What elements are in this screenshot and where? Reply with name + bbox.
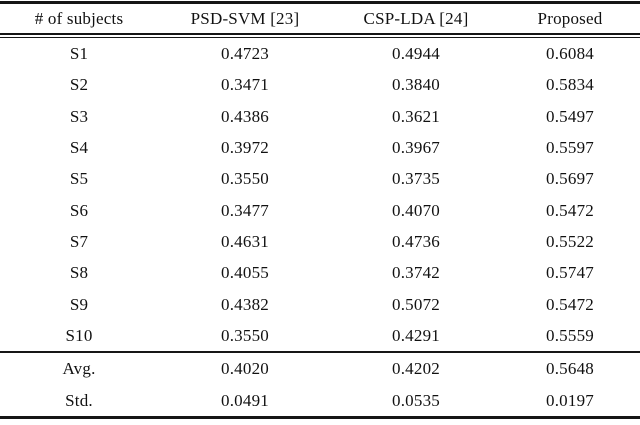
value-cell: 0.4020 bbox=[221, 359, 269, 379]
value-cell: 0.3477 bbox=[221, 200, 269, 220]
value-cell: 0.4382 bbox=[221, 294, 269, 314]
table-top-rule bbox=[0, 1, 640, 4]
value-cell: 0.5697 bbox=[546, 169, 594, 189]
subject-label: S8 bbox=[69, 263, 89, 283]
value-cell: 0.5834 bbox=[546, 75, 594, 95]
column-header-subjects: # of subjects bbox=[34, 8, 124, 28]
table-row-s8: S8 0.4055 0.3742 0.5747 bbox=[0, 257, 640, 288]
value-cell: 0.5597 bbox=[546, 138, 594, 158]
value-cell: 0.5648 bbox=[546, 359, 594, 379]
table-header-row: # of subjects PSD-SVM [23] CSP-LDA [24] … bbox=[0, 4, 640, 34]
column-header-psd-svm: PSD-SVM [23] bbox=[190, 8, 300, 28]
value-cell: 0.3621 bbox=[392, 106, 440, 126]
table-header-double-rule bbox=[0, 33, 640, 38]
value-cell: 0.4055 bbox=[221, 263, 269, 283]
table-row-s1: S1 0.4723 0.4944 0.6084 bbox=[0, 38, 640, 69]
table-summary-rule bbox=[0, 350, 640, 353]
table-row-s10: S10 0.3550 0.4291 0.5559 bbox=[0, 320, 640, 351]
value-cell: 0.5472 bbox=[546, 294, 594, 314]
table-bottom-rule bbox=[0, 415, 640, 419]
value-cell: 0.3967 bbox=[392, 138, 440, 158]
table-row-s9: S9 0.4382 0.5072 0.5472 bbox=[0, 288, 640, 319]
summary-label: Std. bbox=[65, 390, 93, 410]
value-cell: 0.3840 bbox=[392, 75, 440, 95]
value-cell: 0.4386 bbox=[221, 106, 269, 126]
summary-label: Avg. bbox=[62, 359, 96, 379]
value-cell: 0.4202 bbox=[392, 359, 440, 379]
table-row-s7: S7 0.4631 0.4736 0.5522 bbox=[0, 226, 640, 257]
value-cell: 0.3972 bbox=[221, 138, 269, 158]
value-cell: 0.3550 bbox=[221, 325, 269, 345]
table-row-s2: S2 0.3471 0.3840 0.5834 bbox=[0, 69, 640, 100]
table-row-avg: Avg. 0.4020 0.4202 0.5648 bbox=[0, 353, 640, 385]
value-cell: 0.5559 bbox=[546, 325, 594, 345]
value-cell: 0.3550 bbox=[221, 169, 269, 189]
value-cell: 0.4631 bbox=[221, 231, 269, 251]
table-row-s6: S6 0.3477 0.4070 0.5472 bbox=[0, 194, 640, 225]
value-cell: 0.4723 bbox=[221, 44, 269, 64]
subject-label: S10 bbox=[65, 325, 93, 345]
subject-label: S6 bbox=[69, 200, 89, 220]
value-cell: 0.3742 bbox=[392, 263, 440, 283]
subject-label: S7 bbox=[69, 231, 89, 251]
subject-label: S3 bbox=[69, 106, 89, 126]
subject-label: S5 bbox=[69, 169, 89, 189]
subject-label: S4 bbox=[69, 138, 89, 158]
value-cell: 0.4736 bbox=[392, 231, 440, 251]
value-cell: 0.5472 bbox=[546, 200, 594, 220]
subject-label: S9 bbox=[69, 294, 89, 314]
column-header-proposed: Proposed bbox=[537, 8, 603, 28]
table-row-std: Std. 0.0491 0.0535 0.0197 bbox=[0, 384, 640, 416]
table-row-s5: S5 0.3550 0.3735 0.5697 bbox=[0, 163, 640, 194]
value-cell: 0.4944 bbox=[392, 44, 440, 64]
value-cell: 0.5522 bbox=[546, 231, 594, 251]
value-cell: 0.5747 bbox=[546, 263, 594, 283]
column-header-csp-lda: CSP-LDA [24] bbox=[363, 8, 469, 28]
value-cell: 0.5497 bbox=[546, 106, 594, 126]
value-cell: 0.0197 bbox=[546, 390, 594, 410]
value-cell: 0.4070 bbox=[392, 200, 440, 220]
value-cell: 0.3735 bbox=[392, 169, 440, 189]
value-cell: 0.3471 bbox=[221, 75, 269, 95]
subject-label: S2 bbox=[69, 75, 89, 95]
subject-label: S1 bbox=[69, 44, 89, 64]
table-row-s4: S4 0.3972 0.3967 0.5597 bbox=[0, 132, 640, 163]
value-cell: 0.5072 bbox=[392, 294, 440, 314]
value-cell: 0.0535 bbox=[392, 390, 440, 410]
table-row-s3: S3 0.4386 0.3621 0.5497 bbox=[0, 101, 640, 132]
value-cell: 0.4291 bbox=[392, 325, 440, 345]
value-cell: 0.6084 bbox=[546, 44, 594, 64]
value-cell: 0.0491 bbox=[221, 390, 269, 410]
